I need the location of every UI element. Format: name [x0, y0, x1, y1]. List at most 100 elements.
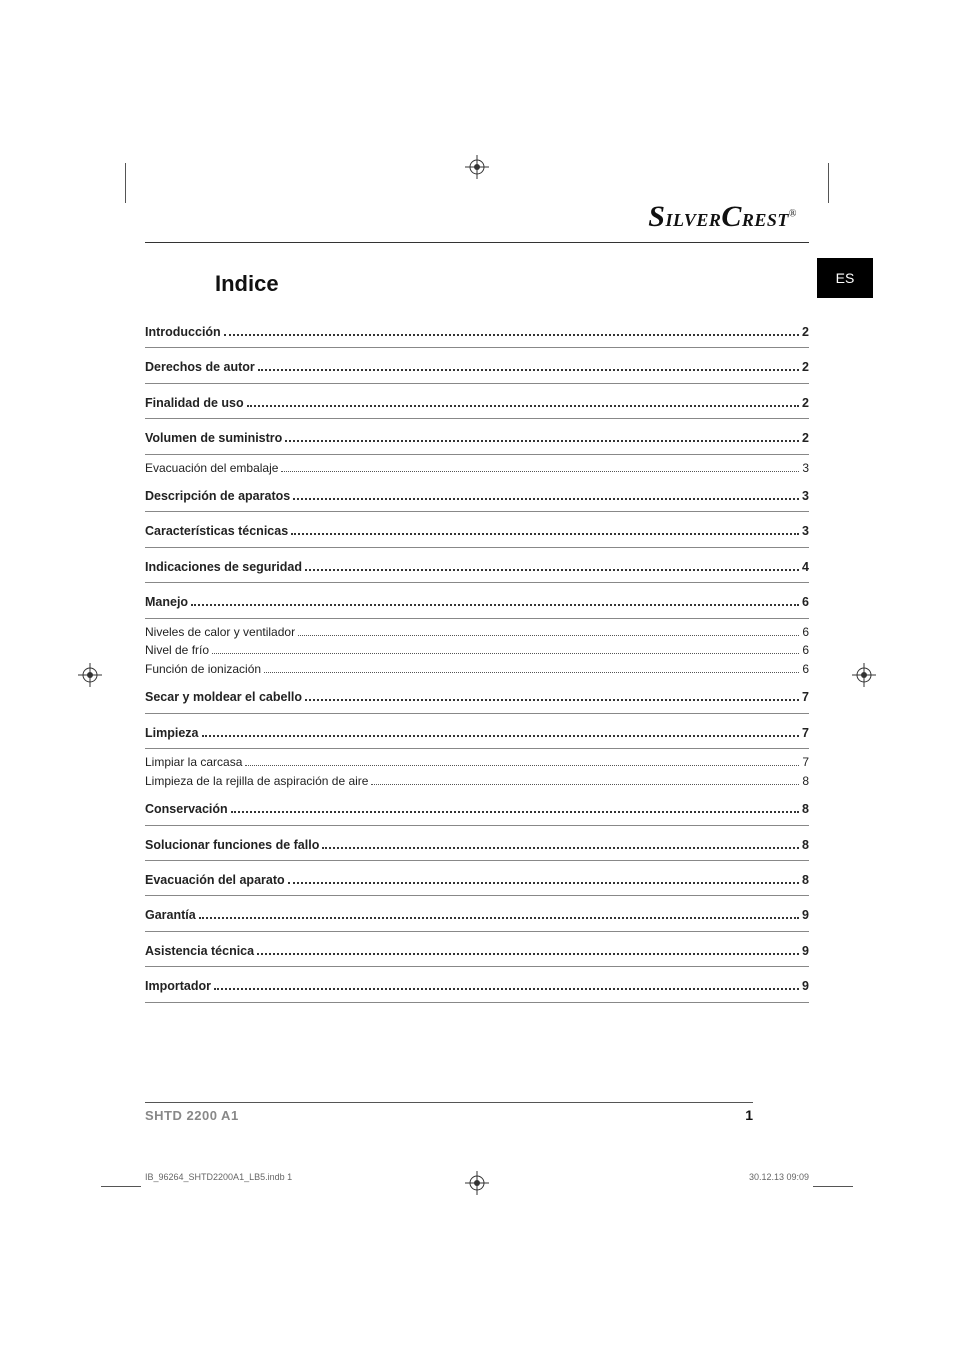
toc-subentry[interactable]: Función de ionización 6 — [145, 660, 809, 679]
toc-label: Limpieza de la rejilla de aspiración de … — [145, 772, 368, 791]
footer-page-number: 1 — [745, 1107, 753, 1123]
toc-label: Conservación — [145, 800, 228, 819]
toc-leader-dots — [281, 471, 799, 472]
toc-leader-dots — [231, 811, 799, 813]
toc-leader-dots — [298, 635, 799, 636]
toc-page: 2 — [802, 394, 809, 413]
toc-section: Asistencia técnica 9 — [145, 942, 809, 967]
toc-page: 2 — [802, 358, 809, 377]
toc-entry[interactable]: Secar y moldear el cabello7 — [145, 688, 809, 713]
toc-label: Evacuación del embalaje — [145, 459, 278, 478]
toc-entry[interactable]: Solucionar funciones de fallo 8 — [145, 836, 809, 861]
toc-label: Función de ionización — [145, 660, 261, 679]
toc-entry[interactable]: Limpieza 7 — [145, 724, 809, 749]
toc-entry[interactable]: Importador9 — [145, 977, 809, 1002]
toc-page: 2 — [802, 323, 809, 342]
toc-label: Indicaciones de seguridad — [145, 558, 302, 577]
toc-page: 6 — [802, 623, 809, 642]
toc-entry[interactable]: Volumen de suministro 2 — [145, 429, 809, 454]
toc-subentry[interactable]: Evacuación del embalaje 3 — [145, 459, 809, 478]
page-content: SilverCrest® ES Indice Introducción2Dere… — [145, 200, 809, 1013]
toc-entry[interactable]: Indicaciones de seguridad 4 — [145, 558, 809, 583]
toc-section: Importador9 — [145, 977, 809, 1002]
toc-section: Evacuación del aparato8 — [145, 871, 809, 896]
language-tab: ES — [817, 258, 873, 298]
toc-page: 7 — [802, 724, 809, 743]
toc-leader-dots — [288, 882, 799, 884]
toc-page: 7 — [802, 688, 809, 707]
brand-header: SilverCrest® — [145, 200, 809, 243]
toc-leader-dots — [291, 533, 799, 535]
toc-leader-dots — [371, 784, 799, 785]
toc-subentry[interactable]: Niveles de calor y ventilador6 — [145, 623, 809, 642]
toc-leader-dots — [199, 917, 799, 919]
toc-page: 3 — [802, 459, 809, 478]
toc-entry[interactable]: Descripción de aparatos 3 — [145, 487, 809, 512]
toc-page: 9 — [802, 977, 809, 996]
toc-label: Garantía — [145, 906, 196, 925]
toc-leader-dots — [191, 604, 799, 606]
toc-label: Derechos de autor — [145, 358, 255, 377]
toc-entry[interactable]: Características técnicas3 — [145, 522, 809, 547]
brand-logo: SilverCrest® — [648, 205, 797, 232]
toc-leader-dots — [305, 569, 799, 571]
toc-subentry[interactable]: Limpiar la carcasa 7 — [145, 753, 809, 772]
toc-page: 7 — [802, 753, 809, 772]
toc-leader-dots — [285, 440, 799, 442]
toc-leader-dots — [257, 953, 799, 955]
footer-model: SHTD 2200 A1 — [145, 1108, 239, 1123]
toc-section: Introducción2 — [145, 323, 809, 348]
toc-leader-dots — [264, 672, 799, 673]
toc-leader-dots — [258, 369, 799, 371]
toc-entry[interactable]: Conservación8 — [145, 800, 809, 825]
toc-entry[interactable]: Evacuación del aparato8 — [145, 871, 809, 896]
toc-subentry[interactable]: Nivel de frío6 — [145, 641, 809, 660]
toc-label: Nivel de frío — [145, 641, 209, 660]
toc-leader-dots — [293, 498, 799, 500]
toc-subentry[interactable]: Limpieza de la rejilla de aspiración de … — [145, 772, 809, 791]
toc-entry[interactable]: Derechos de autor 2 — [145, 358, 809, 383]
toc-section: Derechos de autor 2 — [145, 358, 809, 383]
toc-page: 9 — [802, 906, 809, 925]
crop-mark-icon — [813, 1147, 853, 1187]
toc-section: Descripción de aparatos 3 — [145, 487, 809, 512]
toc-page: 4 — [802, 558, 809, 577]
crop-mark-icon — [125, 163, 165, 203]
toc-leader-dots — [305, 699, 799, 701]
toc-label: Manejo — [145, 593, 188, 612]
toc-entry[interactable]: Manejo 6 — [145, 593, 809, 618]
toc-entry[interactable]: Asistencia técnica 9 — [145, 942, 809, 967]
toc-entry[interactable]: Garantía 9 — [145, 906, 809, 931]
toc-label: Volumen de suministro — [145, 429, 282, 448]
toc-page: 6 — [802, 660, 809, 679]
toc-section: Indicaciones de seguridad 4 — [145, 558, 809, 583]
toc-page: 3 — [802, 487, 809, 506]
toc-page: 8 — [802, 871, 809, 890]
toc-label: Solucionar funciones de fallo — [145, 836, 319, 855]
print-date-info: 30.12.13 09:09 — [749, 1172, 809, 1182]
toc-leader-dots — [247, 405, 799, 407]
toc-label: Descripción de aparatos — [145, 487, 290, 506]
toc-leader-dots — [212, 653, 799, 654]
toc-label: Limpieza — [145, 724, 199, 743]
table-of-contents: Introducción2Derechos de autor2Finalidad… — [145, 323, 809, 1003]
toc-page: 2 — [802, 429, 809, 448]
toc-label: Asistencia técnica — [145, 942, 254, 961]
toc-page: 3 — [802, 522, 809, 541]
registered-icon: ® — [789, 209, 797, 220]
toc-section: Características técnicas3 — [145, 522, 809, 547]
toc-page: 8 — [802, 836, 809, 855]
toc-page: 9 — [802, 942, 809, 961]
registration-mark-icon — [78, 663, 102, 687]
toc-page: 6 — [802, 593, 809, 612]
registration-mark-icon — [465, 1171, 489, 1195]
toc-label: Finalidad de uso — [145, 394, 244, 413]
toc-page: 8 — [802, 772, 809, 791]
toc-entry[interactable]: Finalidad de uso 2 — [145, 394, 809, 419]
toc-label: Limpiar la carcasa — [145, 753, 242, 772]
toc-leader-dots — [214, 988, 799, 990]
toc-leader-dots — [202, 735, 800, 737]
toc-section: Volumen de suministro 2 Evacuación del emb… — [145, 429, 809, 477]
toc-section: Limpieza 7 Limpiar la carcasa 7 Limpieza de … — [145, 724, 809, 791]
toc-entry[interactable]: Introducción2 — [145, 323, 809, 348]
